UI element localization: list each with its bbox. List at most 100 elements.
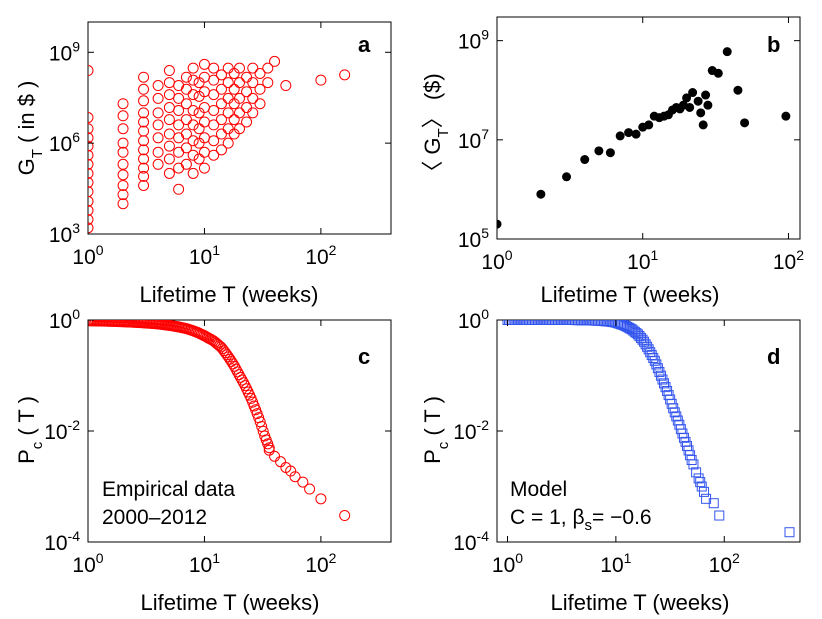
data-point [234,92,245,104]
data-point [254,67,266,79]
data-point [88,65,94,77]
data-point [208,104,220,116]
data-point [222,77,234,89]
curve-point [655,370,666,381]
data-point [698,120,708,130]
x-ticks-b: 100 101 102 [481,17,804,274]
x-tick-label: 102 [709,550,740,577]
curve-point [235,371,247,383]
data-point [187,149,199,161]
data-point [594,146,604,156]
data-point [88,149,94,161]
x-tick-label: 100 [72,550,103,577]
data-point [163,65,175,77]
data-point [234,107,245,119]
data-point [262,77,274,89]
annotation-line-2-d: C = 1, βs= −0.6 [510,506,652,534]
data-point [228,67,240,79]
data-point [222,137,234,149]
data-point [198,71,210,83]
data-point [152,80,164,92]
data-point [117,198,129,210]
data-point [208,74,220,86]
data-point [193,153,205,165]
data-point [713,68,723,78]
data-point [198,116,210,128]
panel-d: 100 101 102 10-4 10-2 100 d Model C = 1, βs=… [420,306,801,615]
data-point [682,93,692,103]
data-point [497,219,502,229]
data-point [198,58,210,70]
data-point [180,98,192,110]
data-point [280,80,292,92]
tail-point [315,493,327,505]
curve-point [654,366,665,377]
tail-point [304,483,316,495]
annotation-line-1-d: Model [510,478,567,501]
data-point [173,104,185,116]
x-axis-label-c: Lifetime T (weeks) [141,590,320,615]
y-tick-label: 103 [49,220,80,247]
tail-point [263,444,275,456]
data-point [228,114,240,126]
x-tick-label: 102 [305,550,336,577]
data-point [624,128,634,138]
panel-c: 100 101 102 10-4 10-2 100 c Empirical data 2… [14,306,392,615]
data-point [208,62,220,74]
data-point [180,158,192,170]
data-series-d [502,320,795,538]
data-point [138,170,150,182]
annotation-line-2-c: 2000–2012 [102,506,207,529]
data-point [88,222,94,234]
data-point [117,137,129,149]
y-axis-label-d: Pc ( T ) [420,396,452,464]
y-label-main-b: 〈 G [420,137,445,182]
data-point [605,148,615,158]
data-point [180,128,192,140]
x-tick-label: 102 [773,247,804,274]
data-point [138,95,150,107]
curve-point [651,359,662,370]
x-ticks-d: 100 101 102 [492,320,740,577]
curve-point [88,320,94,327]
tail-point [285,465,297,477]
data-point [187,89,199,101]
data-point [88,132,94,144]
data-series-a [88,55,351,234]
data-point [215,83,227,95]
data-point [215,114,227,126]
data-point [117,110,129,122]
data-point [733,85,743,95]
data-point [193,137,205,149]
y-tick-label: 109 [458,27,489,54]
y-tick-label: 105 [458,225,489,252]
panel-letter-a: a [358,32,371,57]
annotation-beta-sub-d: s [585,517,593,534]
panel-a: 100 101 102 103 106 109 a Lifetime T (weeks)… [14,21,392,307]
tail-point [297,476,309,488]
data-point [117,158,129,170]
curve-point [232,366,244,378]
tail-point [698,486,709,497]
data-point [187,62,199,74]
data-point [254,83,266,95]
data-point [644,120,654,130]
data-point [234,77,245,89]
data-point [215,128,227,140]
data-point [163,140,175,152]
data-point [615,131,625,141]
data-point [208,89,220,101]
data-point [247,92,259,104]
y-label-main-d: P [420,449,445,464]
curve-point [263,442,275,454]
x-tick-label: 100 [492,550,523,577]
data-point [152,132,164,144]
tail-point [339,510,351,522]
y-axis-label-a: GT ( in $ ) [14,81,46,176]
data-point [163,167,175,179]
data-point [180,114,192,126]
x-ticks-c: 100 101 102 [72,320,337,577]
tail-point [696,481,707,492]
data-point [254,98,266,110]
data-point [138,116,150,128]
